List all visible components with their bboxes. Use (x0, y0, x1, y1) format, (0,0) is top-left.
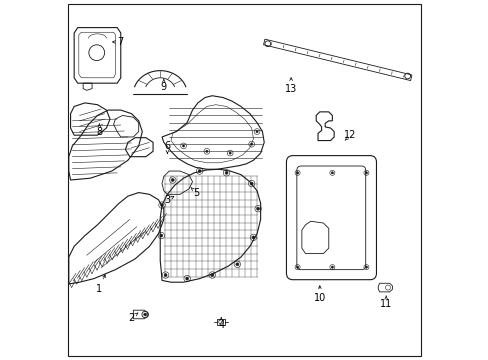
Text: 8: 8 (96, 127, 102, 136)
Circle shape (143, 313, 146, 316)
Text: 2: 2 (128, 313, 134, 323)
Text: 7: 7 (118, 37, 123, 47)
Text: 11: 11 (379, 299, 391, 309)
Circle shape (160, 234, 163, 237)
Circle shape (164, 274, 167, 276)
Circle shape (251, 236, 254, 239)
Circle shape (205, 150, 207, 152)
Text: 10: 10 (313, 293, 325, 303)
Text: 6: 6 (164, 141, 170, 151)
Circle shape (330, 266, 333, 268)
Text: 5: 5 (193, 188, 199, 198)
Circle shape (296, 172, 298, 174)
Circle shape (171, 179, 174, 181)
Circle shape (160, 204, 163, 207)
Text: 4: 4 (218, 320, 224, 330)
Circle shape (330, 172, 333, 174)
Circle shape (365, 266, 367, 268)
Circle shape (296, 266, 298, 268)
Circle shape (224, 171, 227, 174)
Circle shape (256, 207, 259, 210)
Circle shape (365, 172, 367, 174)
Circle shape (198, 170, 201, 172)
Text: 12: 12 (344, 130, 356, 140)
Circle shape (210, 274, 213, 276)
Circle shape (255, 131, 258, 133)
Circle shape (250, 182, 253, 185)
Circle shape (228, 152, 231, 154)
Text: 13: 13 (285, 84, 297, 94)
Text: 1: 1 (96, 284, 102, 294)
Circle shape (235, 263, 238, 266)
Circle shape (250, 143, 252, 145)
Text: 9: 9 (161, 82, 166, 92)
Circle shape (182, 145, 184, 147)
Circle shape (185, 277, 188, 280)
Text: 3: 3 (164, 195, 170, 205)
